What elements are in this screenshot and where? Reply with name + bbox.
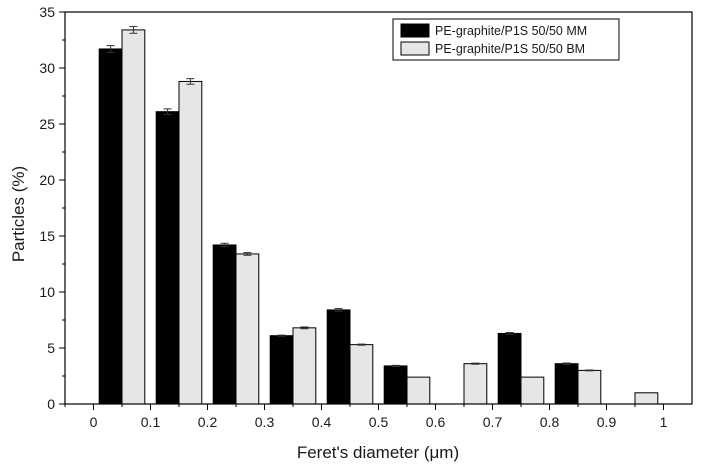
x-tick-label: 0.1 bbox=[141, 414, 161, 430]
x-tick-label: 0.6 bbox=[426, 414, 446, 430]
x-tick-label: 0.3 bbox=[255, 414, 275, 430]
y-tick-label: 0 bbox=[47, 396, 55, 412]
bar-bm-4 bbox=[349, 344, 374, 405]
bar-bm-1 bbox=[178, 80, 203, 405]
bar-mm-1 bbox=[155, 111, 180, 405]
ticks-layer: 0 0.1 0.2 0.3 0.4 0.5 0.6 0.7 0.8 0.9 105101520253… bbox=[39, 4, 667, 430]
x-tick-label: 0.4 bbox=[312, 414, 332, 430]
y-axis-label: Particles (%) bbox=[9, 166, 28, 262]
legend-label-0: PE-graphite/P1S 50/50 MM bbox=[435, 24, 587, 38]
x-tick-label: 0.9 bbox=[597, 414, 617, 430]
x-tick-label: 0.2 bbox=[198, 414, 218, 430]
y-tick-label: 30 bbox=[39, 60, 55, 76]
legend-box bbox=[392, 18, 620, 61]
bar-mm-3 bbox=[269, 335, 294, 405]
y-tick-label: 10 bbox=[39, 284, 55, 300]
legend: PE-graphite/P1S 50/50 MM PE-graphite/P1S … bbox=[392, 18, 620, 61]
x-tick-label: 0 bbox=[90, 414, 98, 430]
bar-bm-6 bbox=[463, 363, 488, 405]
bar-mm-8 bbox=[554, 363, 579, 405]
bar-bm-0 bbox=[121, 29, 146, 405]
bar-bm-8 bbox=[577, 369, 602, 405]
y-tick-label: 15 bbox=[39, 228, 55, 244]
legend-swatch-0 bbox=[400, 23, 430, 38]
y-tick-label: 20 bbox=[39, 172, 55, 188]
x-tick-label: 0.8 bbox=[540, 414, 560, 430]
bar-mm-2 bbox=[212, 244, 237, 405]
bar-mm-0 bbox=[98, 48, 123, 405]
x-tick-label: 0.5 bbox=[369, 414, 389, 430]
bar-bm-7 bbox=[520, 376, 545, 405]
bar-mm-4 bbox=[326, 309, 351, 405]
x-tick-label: 1 bbox=[660, 414, 668, 430]
bar-bm-9 bbox=[634, 392, 659, 405]
bar-bm-2 bbox=[235, 253, 260, 405]
x-axis-label: Feret's diameter (μm) bbox=[297, 443, 459, 462]
bar-mm-5 bbox=[383, 365, 408, 405]
x-tick-label: 0.7 bbox=[483, 414, 503, 430]
y-tick-label: 25 bbox=[39, 116, 55, 132]
bar-bm-5 bbox=[406, 376, 431, 405]
bar-bm-3 bbox=[292, 327, 317, 405]
y-tick-label: 5 bbox=[47, 340, 55, 356]
legend-label-1: PE-graphite/P1S 50/50 BM bbox=[435, 42, 585, 56]
bars-layer bbox=[98, 26, 659, 405]
y-tick-label: 35 bbox=[39, 4, 55, 20]
bar-mm-7 bbox=[497, 332, 522, 405]
legend-swatch-1 bbox=[400, 41, 430, 56]
